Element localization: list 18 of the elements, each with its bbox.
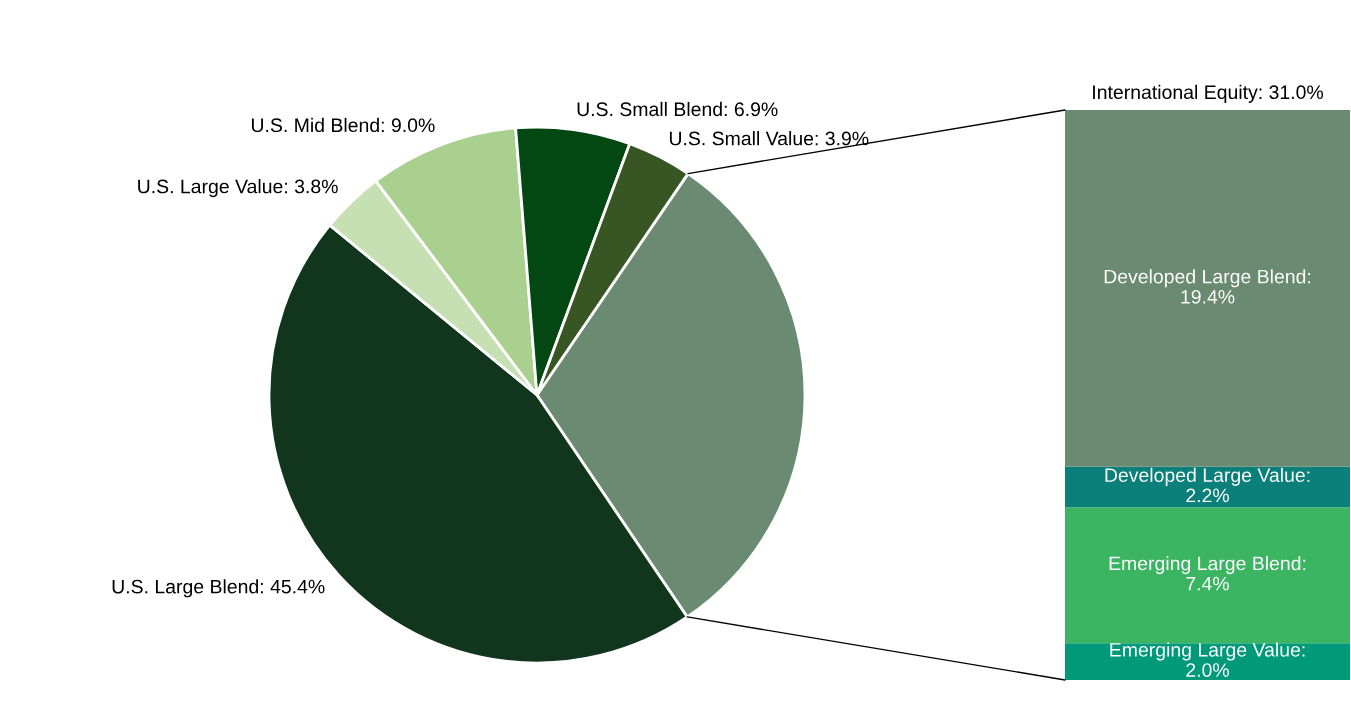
slice-label: U.S. Mid Blend: 9.0% [251,117,435,133]
slice-label: U.S. Large Value: 3.8% [138,179,338,198]
series-label: Emerging Large Value: [1110,642,1305,661]
slice-label: U.S. Small Value: 3.9% [669,131,869,146]
bar [1065,110,1350,467]
bar [1065,643,1350,680]
data-label: 19.4% [1181,289,1235,304]
slice-label: U.S. Small Blend: 6.9% [577,101,778,117]
data-label: 7.4% [1186,576,1229,591]
slice-label: U.S. Large Blend: 45.4% [112,579,325,598]
bar [1065,507,1350,644]
data-label: 2.0% [1186,663,1229,677]
chart-title: International Equity: 31.0% [1093,84,1324,103]
series-label: Developed Large Blend: [1104,269,1311,288]
series-label: Emerging Large Blend: [1109,556,1306,575]
bar [1065,466,1350,508]
data-label: 2.2% [1186,488,1229,503]
series-label: Developed Large Value: [1105,467,1310,486]
